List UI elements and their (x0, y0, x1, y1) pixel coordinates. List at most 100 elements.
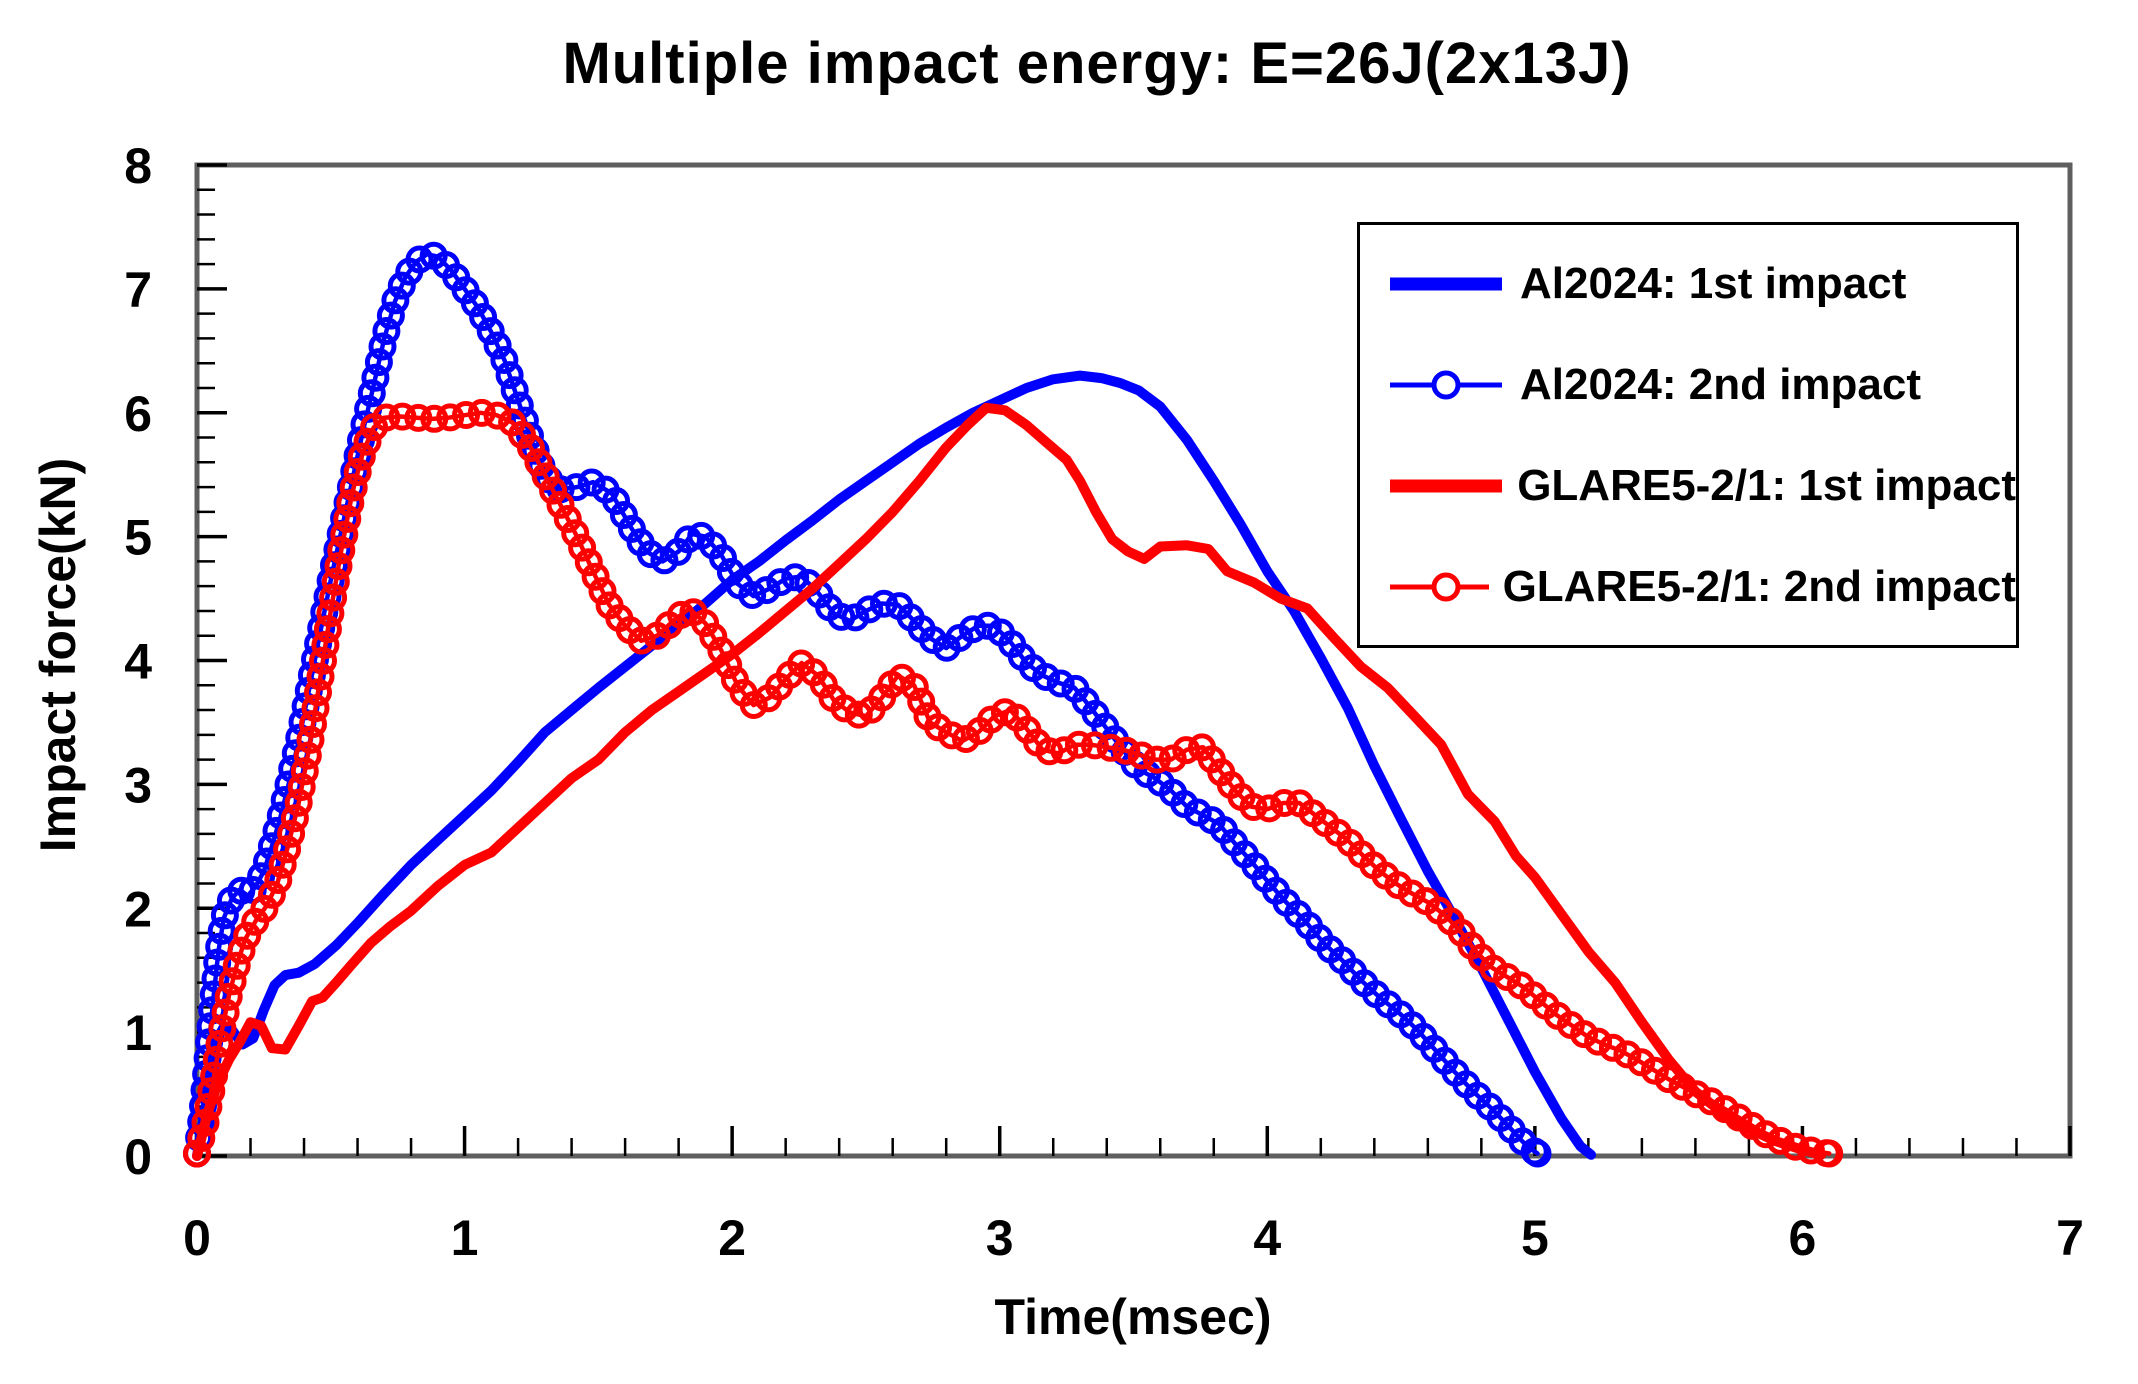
circle-marker (319, 583, 348, 612)
circle-marker (381, 286, 410, 315)
circle-marker (517, 434, 545, 462)
circle-marker (707, 636, 736, 665)
circle-marker (602, 487, 631, 515)
circle-marker (452, 401, 480, 429)
y-axis-tick-label: 7 (124, 262, 152, 318)
chart-title: Multiple impact energy: E=26J(2x13J) (562, 31, 1632, 96)
legend-line-swatch (1390, 479, 1502, 492)
y-axis-tick-label: 8 (124, 138, 152, 194)
circle-marker (330, 520, 359, 549)
legend-line-swatch (1390, 277, 1502, 290)
circle-marker (1183, 798, 1212, 827)
circle-marker (372, 317, 401, 345)
circle-marker (372, 403, 401, 432)
legend-circle-line-swatch (1390, 572, 1489, 601)
circle-marker (709, 544, 737, 572)
legend-label: GLARE5-2/1: 1st impact (1517, 460, 2016, 510)
circle-marker (311, 631, 340, 659)
circle-marker (336, 489, 365, 518)
circle-marker (919, 626, 948, 654)
circle-marker (469, 303, 498, 331)
circle-marker (588, 577, 617, 606)
circle-marker (627, 626, 656, 655)
circle-marker (636, 540, 665, 569)
circle-marker (553, 505, 582, 533)
circle-marker (1738, 1111, 1767, 1140)
circle-marker (1682, 1080, 1711, 1109)
circle-marker (368, 332, 397, 361)
series-al2024-1st-impact (192, 370, 1596, 1161)
circle-marker (1752, 1120, 1780, 1149)
circle-marker (1127, 741, 1156, 770)
circle-marker (1255, 794, 1284, 823)
circle-marker (343, 458, 372, 486)
circle-marker (376, 301, 405, 330)
y-axis-tick-label: 0 (124, 1129, 152, 1185)
circle-marker (321, 567, 350, 596)
x-axis-tick-label: 5 (1521, 1210, 1549, 1266)
y-axis-tick-label: 2 (124, 881, 152, 937)
circle-marker (284, 788, 313, 817)
x-axis-tick-label: 4 (1253, 1210, 1281, 1266)
y-axis-tick-label: 5 (124, 510, 152, 566)
circle-marker (420, 404, 449, 433)
circle-marker (191, 1108, 220, 1137)
circle-marker (218, 967, 247, 996)
circle-marker (347, 442, 376, 471)
circle-marker (1697, 1087, 1726, 1116)
circle-marker (304, 678, 332, 707)
circle-marker (1046, 669, 1075, 698)
circle-marker (287, 773, 316, 801)
circle-marker (222, 951, 251, 980)
circle-marker (1096, 733, 1125, 762)
circle-marker (500, 376, 529, 405)
circle-marker (1654, 1065, 1683, 1094)
circle-marker (937, 721, 966, 750)
circle-marker (280, 804, 309, 833)
circle-marker (483, 401, 512, 430)
circle-marker (233, 921, 262, 950)
circle-marker (327, 536, 356, 565)
circle-marker (361, 363, 390, 392)
circle-marker (388, 402, 417, 431)
circle-marker (296, 725, 325, 754)
circle-marker (1239, 793, 1268, 821)
circle-marker (194, 1092, 223, 1121)
circle-marker (1668, 1072, 1697, 1101)
y-axis-tick-label: 6 (124, 386, 152, 442)
circle-marker (1270, 789, 1299, 817)
circle-marker (1796, 1136, 1825, 1165)
circle-marker (404, 403, 433, 432)
circle-marker (577, 468, 606, 497)
circle-marker (907, 687, 936, 716)
circle-marker (1080, 731, 1109, 760)
circle-marker (561, 519, 590, 548)
circle-marker (1172, 736, 1201, 765)
circle-marker (609, 501, 638, 529)
circle-marker (1523, 1139, 1552, 1168)
circle-marker (495, 361, 524, 390)
circle-marker (531, 462, 560, 491)
circle-marker (316, 599, 345, 628)
circle-marker (539, 476, 568, 505)
circle-marker (581, 562, 610, 591)
legend-circle-line-swatch (1390, 370, 1502, 399)
series-glare5-2-1-2nd-impact (183, 398, 1844, 1168)
circle-marker (568, 533, 597, 562)
circle-marker (203, 948, 232, 977)
circle-marker (1570, 1020, 1599, 1049)
circle-marker (257, 880, 286, 909)
legend-item-glare5-2-1-1st-impact: GLARE5-2/1: 1st impact (1386, 461, 2016, 511)
circle-marker (490, 346, 519, 374)
circle-marker (387, 271, 416, 300)
circle-marker (699, 622, 728, 651)
circle-marker (436, 403, 465, 432)
circle-marker (277, 819, 306, 848)
series-glare5-2-1-1st-impact (192, 402, 1827, 1161)
circle-marker (357, 379, 386, 408)
x-axis-tick-label: 3 (986, 1210, 1014, 1266)
legend-label: Al2024: 1st impact (1520, 258, 1907, 308)
legend-label: Al2024: 2nd impact (1520, 359, 1922, 409)
